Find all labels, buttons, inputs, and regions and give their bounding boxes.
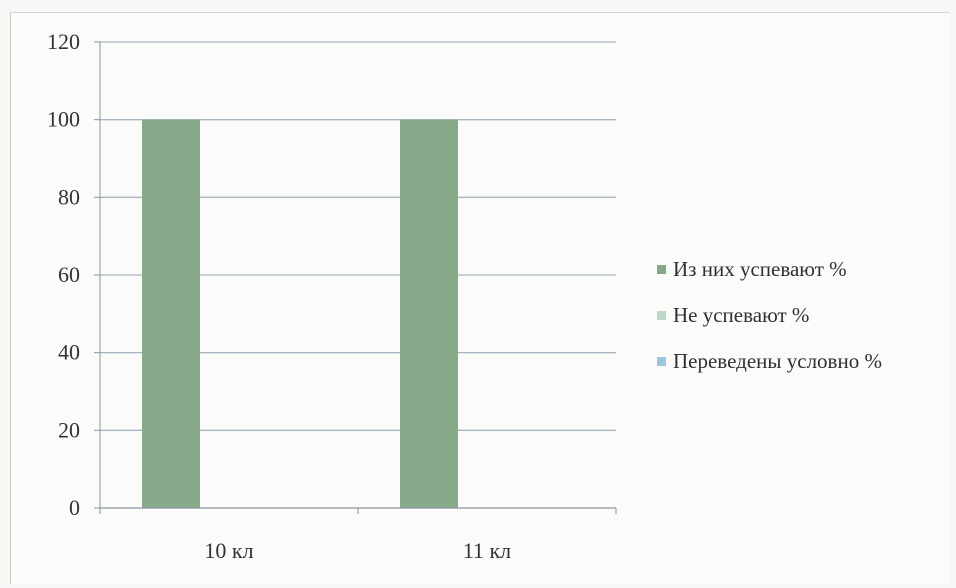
legend-swatch — [657, 264, 666, 274]
y-tick-label: 100 — [47, 107, 80, 132]
y-tick-label: 20 — [58, 417, 80, 442]
y-tick-label: 0 — [69, 495, 80, 520]
legend-label: Переведены условно % — [673, 348, 882, 373]
legend-label: Из них успевают % — [673, 256, 847, 281]
legend-label: Не успевают % — [673, 302, 810, 327]
y-axis-ticks: 0 20 40 60 80 100 120 — [47, 29, 100, 520]
x-axis: 10 кл 11 кл — [99, 42, 617, 563]
x-tick-label: 10 кл — [204, 538, 253, 563]
legend-swatch — [657, 356, 666, 366]
y-tick-label: 80 — [58, 184, 80, 209]
y-tick-label: 60 — [58, 262, 80, 287]
y-tick-label: 40 — [58, 340, 80, 365]
legend-item-ne-uspevayut: Не успевают % — [657, 292, 882, 338]
bar — [400, 119, 458, 509]
bar — [142, 119, 200, 509]
y-tick-label: 120 — [47, 29, 80, 54]
legend-swatch — [657, 310, 666, 320]
legend-item-uspevayut: Из них успевают % — [657, 246, 882, 292]
legend: Из них успевают % Не успевают % Переведе… — [657, 246, 882, 384]
bars — [142, 119, 458, 509]
x-tick-label: 11 кл — [463, 538, 511, 563]
legend-item-perevedeny-uslovno: Переведены условно % — [657, 338, 882, 384]
